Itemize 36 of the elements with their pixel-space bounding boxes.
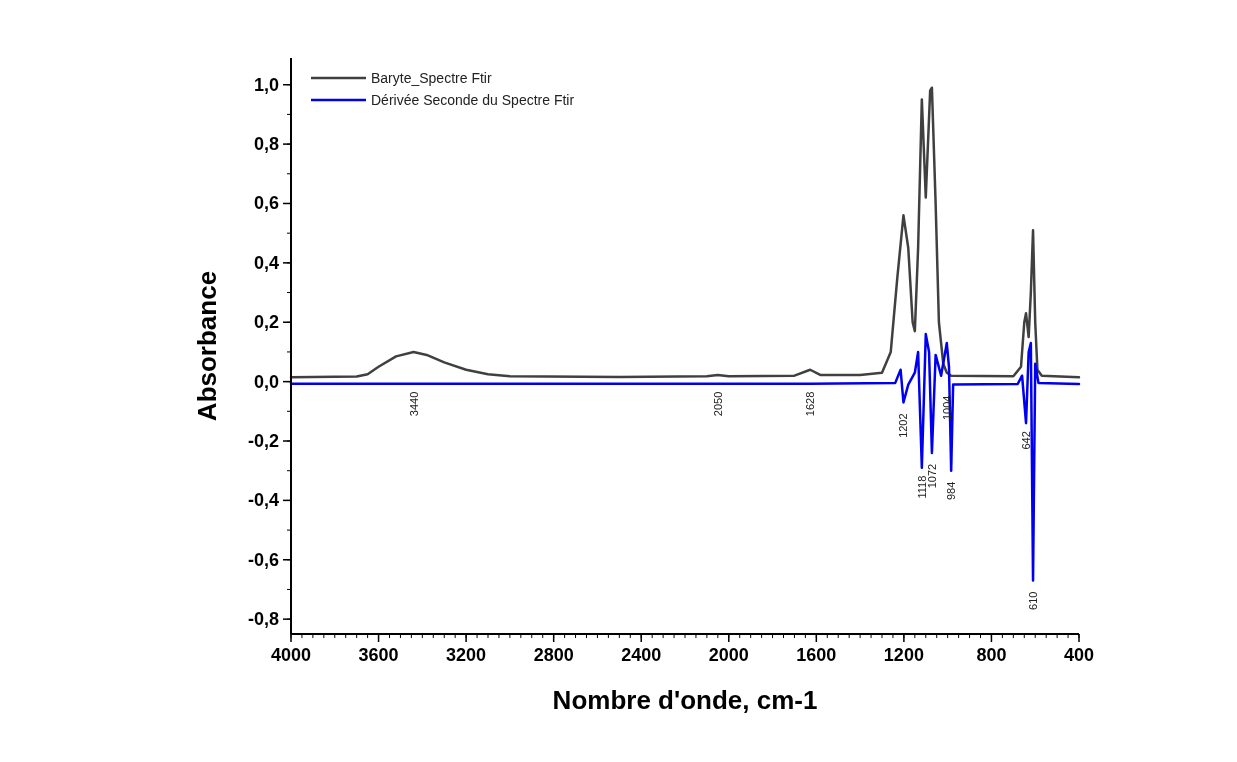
x-axis-title: Nombre d'onde, cm-1 (552, 685, 818, 715)
annotation: 3440 (407, 391, 420, 417)
x-tick-label: 400 (1063, 645, 1095, 665)
annotation: 610 (1027, 591, 1040, 610)
annotation: 984 (945, 481, 958, 501)
line-series (289, 86, 1081, 379)
annotation: 1118 (915, 475, 928, 499)
annotation: 1072 (925, 463, 938, 489)
y-tick-label: -0,4 (247, 490, 279, 511)
annotation: 2050 (711, 391, 724, 417)
annotation: 1202 (897, 413, 910, 438)
x-tick-label: 800 (976, 645, 1007, 665)
annotation: 1628 (804, 391, 817, 417)
x-tick-label: 2400 (621, 645, 662, 665)
y-tick-label: 0,6 (253, 193, 279, 214)
x-tick-label: 3600 (358, 645, 399, 665)
legend-label: Baryte_Spectre Ftir (371, 70, 492, 86)
line-series (289, 332, 1081, 582)
y-tick-label: -0,8 (247, 609, 279, 630)
legend-label: Dérivée Seconde du Spectre Ftir (371, 92, 575, 108)
x-tick-label: 3200 (446, 645, 487, 665)
y-tick-label: 0,2 (253, 312, 279, 333)
x-tick-label: 1600 (796, 645, 837, 665)
y-axis-title: Absorbance (192, 270, 222, 422)
x-tick-label: 2000 (708, 645, 749, 665)
y-tick-label: -0,6 (247, 549, 279, 570)
y-tick-label: 0,8 (253, 134, 279, 155)
annotation: 642 (1020, 431, 1033, 450)
annotation: 1004 (940, 395, 953, 421)
y-tick-label: -0,2 (247, 431, 279, 452)
y-tick-label: 1,0 (253, 74, 279, 95)
x-tick-label: 1200 (883, 645, 924, 665)
y-tick-label: 0,4 (253, 252, 279, 273)
x-tick-label: 2800 (533, 645, 574, 665)
x-tick-label: 4000 (270, 645, 312, 665)
y-tick-label: 0,0 (253, 371, 279, 392)
